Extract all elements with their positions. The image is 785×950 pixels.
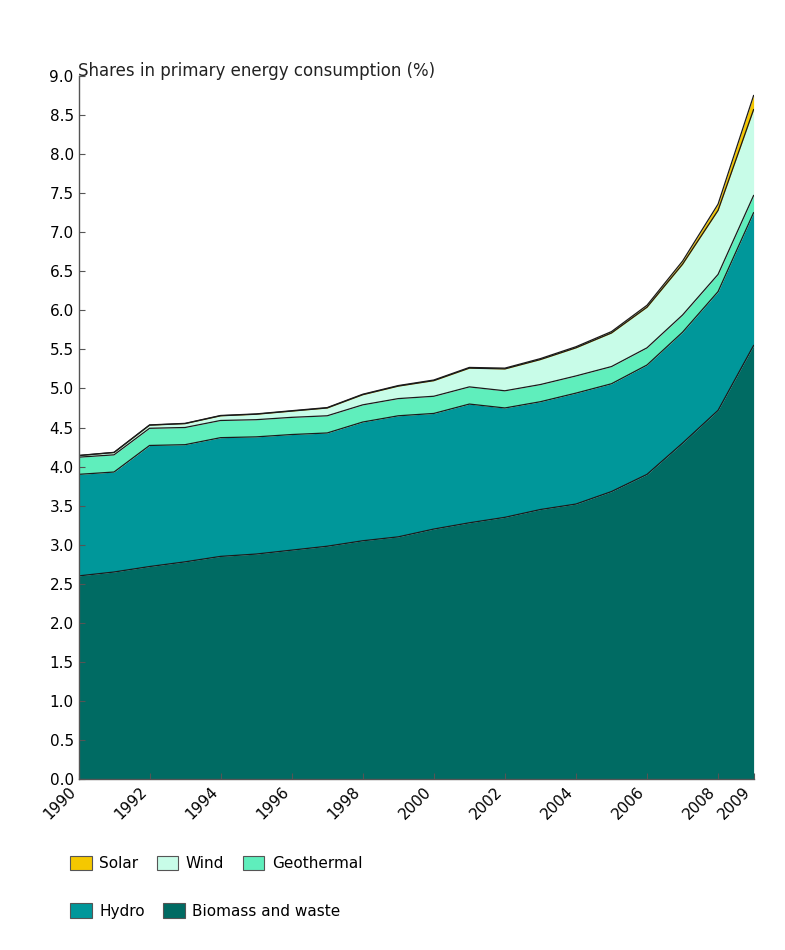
Legend: Solar, Wind, Geothermal: Solar, Wind, Geothermal: [71, 856, 362, 871]
Legend: Hydro, Biomass and waste: Hydro, Biomass and waste: [71, 903, 341, 919]
Text: Shares in primary energy consumption (%): Shares in primary energy consumption (%): [78, 62, 436, 80]
